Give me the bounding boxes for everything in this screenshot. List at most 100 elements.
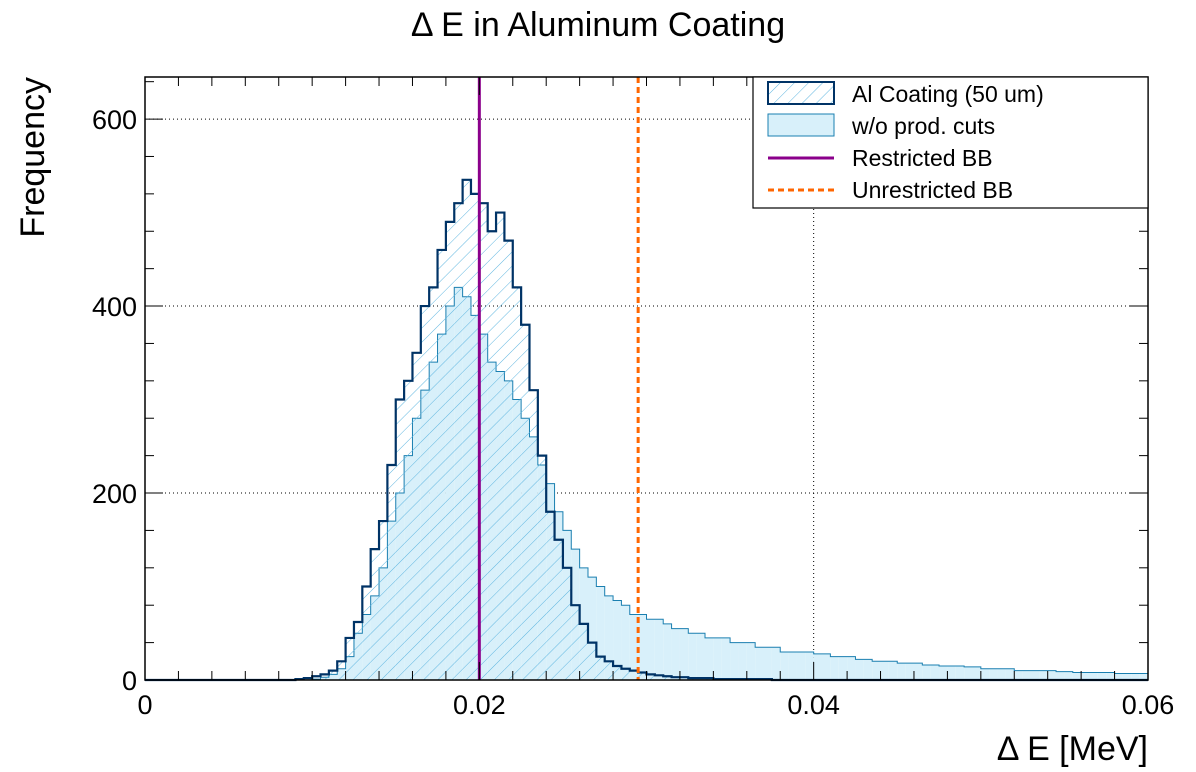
wo-prod-cuts-bar-111 bbox=[1072, 672, 1082, 680]
y-axis: 0 200 400 600 bbox=[92, 81, 1148, 696]
wo-prod-cuts-bar-105 bbox=[1022, 670, 1031, 680]
wo-prod-cuts-bar-78 bbox=[796, 651, 806, 680]
al-coating-bar-35 bbox=[437, 249, 446, 680]
al-coating-bar-36 bbox=[445, 221, 455, 680]
x-tick-label-2: 0.04 bbox=[787, 690, 840, 720]
wo-prod-cuts-bar-100 bbox=[980, 668, 990, 680]
series-wo-prod-cuts bbox=[145, 286, 1148, 681]
wo-prod-cuts-bar-98 bbox=[964, 666, 973, 680]
x-tick-label-1: 0.02 bbox=[453, 690, 506, 720]
wo-prod-cuts-bar-92 bbox=[913, 663, 923, 680]
al-coating-bar-52 bbox=[579, 623, 588, 680]
al-coating-bar-58 bbox=[629, 670, 639, 680]
al-coating-bar-47 bbox=[537, 455, 547, 680]
wo-prod-cuts-bar-64 bbox=[679, 628, 689, 680]
al-coating-bar-37 bbox=[454, 203, 463, 681]
wo-prod-cuts-bar-97 bbox=[955, 665, 965, 680]
wo-prod-cuts-bar-77 bbox=[788, 651, 797, 680]
al-coating-bar-59 bbox=[638, 672, 647, 680]
al-coating-bar-63 bbox=[671, 677, 680, 680]
wo-prod-cuts-bar-110 bbox=[1064, 671, 1073, 680]
wo-prod-cuts-bar-68 bbox=[713, 637, 722, 680]
wo-prod-cuts-bar-108 bbox=[1047, 670, 1057, 680]
wo-prod-cuts-bar-103 bbox=[1005, 668, 1015, 680]
al-coating-bar-49 bbox=[554, 539, 563, 680]
wo-prod-cuts-bar-57 bbox=[621, 605, 630, 680]
legend: Al Coating (50 um) w/o prod. cuts Restri… bbox=[752, 76, 1149, 209]
wo-prod-cuts-bar-71 bbox=[738, 642, 747, 680]
wo-prod-cuts-bar-85 bbox=[855, 659, 864, 680]
wo-prod-cuts-bar-61 bbox=[654, 619, 664, 680]
x-tick-label-3: 0.06 bbox=[1122, 690, 1175, 720]
wo-prod-cuts-bar-117 bbox=[1122, 673, 1132, 680]
wo-prod-cuts-bar-87 bbox=[872, 661, 881, 680]
wo-prod-cuts-bar-86 bbox=[863, 659, 873, 680]
wo-prod-cuts-bar-99 bbox=[972, 666, 981, 680]
y-tick-label-3: 600 bbox=[92, 105, 137, 135]
wo-prod-cuts-bar-96 bbox=[947, 665, 956, 680]
wo-prod-cuts-bar-101 bbox=[989, 668, 998, 680]
wo-prod-cuts-bar-106 bbox=[1030, 670, 1040, 680]
legend-label-restricted-bb: Restricted BB bbox=[852, 145, 993, 171]
al-coating-bar-64 bbox=[679, 677, 689, 680]
wo-prod-cuts-bar-116 bbox=[1114, 673, 1123, 680]
al-coating-bar-51 bbox=[571, 605, 580, 680]
legend-label-al-coating: Al Coating (50 um) bbox=[852, 81, 1044, 107]
al-coating-bar-53 bbox=[587, 642, 597, 680]
al-coating-bar-41 bbox=[487, 231, 497, 681]
wo-prod-cuts-bar-60 bbox=[646, 619, 655, 680]
al-coating-bar-45 bbox=[521, 324, 530, 680]
wo-prod-cuts-bar-80 bbox=[813, 653, 823, 680]
wo-prod-cuts-bar-54 bbox=[596, 586, 605, 680]
al-coating-bar-42 bbox=[496, 212, 505, 680]
y-tick-label-2: 400 bbox=[92, 292, 137, 322]
wo-prod-cuts-bar-113 bbox=[1089, 672, 1098, 680]
al-coating-bar-34 bbox=[429, 287, 438, 680]
al-coating-bar-50 bbox=[562, 567, 572, 680]
wo-prod-cuts-bar-107 bbox=[1039, 670, 1048, 680]
legend-swatch-wo-prod-cuts bbox=[767, 113, 835, 137]
wo-prod-cuts-bar-55 bbox=[604, 595, 614, 680]
wo-prod-cuts-bar-93 bbox=[922, 665, 931, 680]
al-coating-bar-40 bbox=[479, 203, 488, 681]
al-coating-bar-22 bbox=[328, 670, 338, 680]
al-coating-bar-32 bbox=[412, 352, 421, 680]
wo-prod-cuts-bar-109 bbox=[1056, 671, 1065, 680]
al-coating-bar-24 bbox=[345, 637, 354, 680]
reference-lines bbox=[477, 77, 640, 680]
al-coating-bar-26 bbox=[362, 586, 371, 680]
wo-prod-cuts-bar-75 bbox=[771, 647, 781, 680]
wo-prod-cuts-bar-115 bbox=[1106, 672, 1115, 680]
al-coating-bar-44 bbox=[512, 287, 522, 680]
wo-prod-cuts-bar-70 bbox=[730, 642, 739, 680]
wo-prod-cuts-bar-83 bbox=[838, 656, 848, 680]
al-coating-bar-29 bbox=[387, 464, 396, 680]
wo-prod-cuts-bar-119 bbox=[1139, 673, 1148, 680]
wo-prod-cuts-bar-69 bbox=[721, 637, 731, 680]
al-coating-bar-28 bbox=[379, 521, 388, 680]
al-coating-bar-60 bbox=[646, 674, 655, 680]
x-tick-label-0: 0 bbox=[137, 690, 152, 720]
wo-prod-cuts-bar-94 bbox=[930, 665, 940, 680]
x-axis: 0 0.02 0.04 0.06 bbox=[137, 77, 1174, 720]
al-coating-bar-62 bbox=[663, 676, 672, 680]
wo-prod-cuts-bar-104 bbox=[1014, 670, 1023, 680]
legend-swatch-al-coating bbox=[767, 81, 835, 105]
al-coating-bar-48 bbox=[546, 511, 555, 680]
wo-prod-cuts-bar-82 bbox=[830, 656, 839, 680]
al-coating-bar-54 bbox=[596, 656, 605, 680]
al-coating-bar-57 bbox=[621, 668, 630, 680]
wo-prod-cuts-bar-66 bbox=[696, 633, 706, 680]
wo-prod-cuts-bar-74 bbox=[763, 647, 772, 680]
chart-title: Δ E in Aluminum Coating bbox=[411, 6, 785, 44]
al-coating-bar-23 bbox=[337, 661, 346, 680]
wo-prod-cuts-bar-90 bbox=[897, 663, 906, 680]
wo-prod-cuts-bar-53 bbox=[587, 577, 597, 680]
wo-prod-cuts-bar-114 bbox=[1097, 672, 1107, 680]
series-al-coating bbox=[145, 178, 1148, 682]
al-coating-bar-27 bbox=[370, 549, 380, 680]
al-coating-bar-39 bbox=[470, 193, 480, 680]
al-coating-bar-55 bbox=[604, 661, 614, 680]
wo-prod-cuts-bar-89 bbox=[888, 661, 898, 680]
